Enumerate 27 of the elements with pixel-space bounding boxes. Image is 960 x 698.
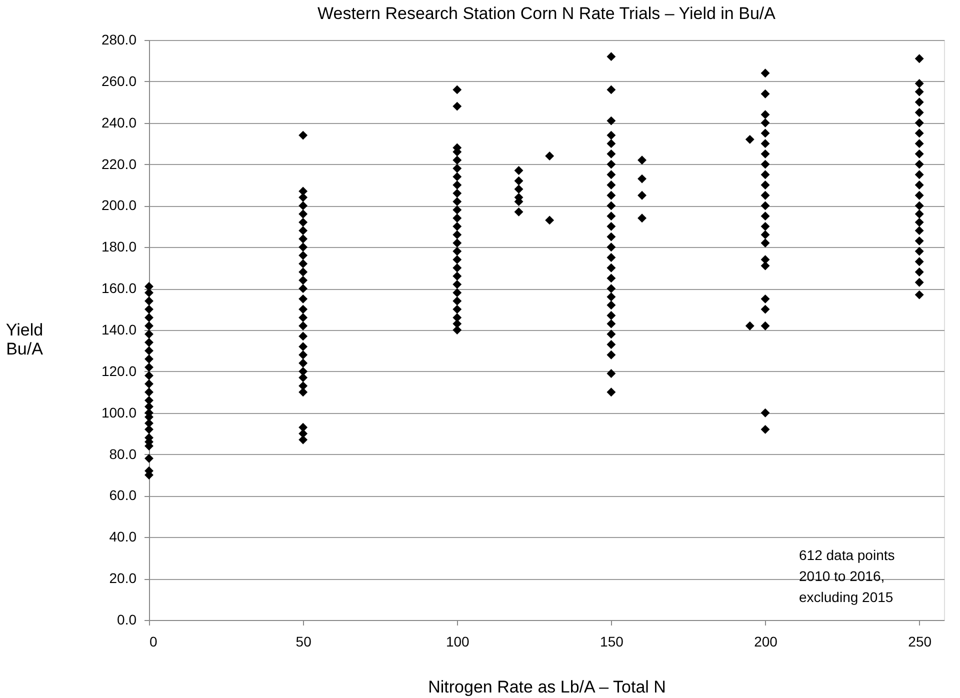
x-tick-label: 100 [446, 634, 470, 650]
x-axis-title: Nitrogen Rate as Lb/A – Total N [428, 678, 666, 696]
y-tick-label: 60.0 [109, 487, 137, 504]
annotation: 612 data points [799, 547, 895, 563]
x-tick-label: 250 [908, 634, 932, 650]
y-tick-label: 280.0 [101, 32, 137, 48]
annotation: 2010 to 2016, [799, 568, 885, 584]
annotation: excluding 2015 [799, 589, 894, 605]
y-tick-label: 100.0 [101, 404, 137, 420]
y-axis-title: Yield Bu/A [6, 320, 44, 358]
y-tick-label: 160.0 [101, 280, 137, 296]
y-tick-label: 260.0 [101, 72, 137, 89]
y-tick-label: 140.0 [101, 322, 137, 338]
y-tick-label: 180.0 [101, 238, 137, 255]
chart-title: Western Research Station Corn N Rate Trials – Yield in Bu/A [318, 4, 776, 23]
y-tick-label: 40.0 [109, 528, 137, 545]
x-tick-label: 150 [600, 634, 624, 650]
y-tick-label: 200.0 [101, 197, 137, 214]
y-tick-label: 0.0 [117, 612, 137, 628]
x-tick-label: 200 [754, 634, 778, 650]
x-tick-label: 50 [296, 634, 312, 650]
y-tick-label: 20.0 [109, 570, 137, 586]
y-tick-label: 120.0 [101, 362, 137, 379]
y-tick-label: 240.0 [101, 114, 137, 130]
y-tick-label: 80.0 [109, 446, 137, 462]
x-tick-label: 0 [150, 634, 158, 650]
y-tick-label: 220.0 [101, 156, 137, 172]
